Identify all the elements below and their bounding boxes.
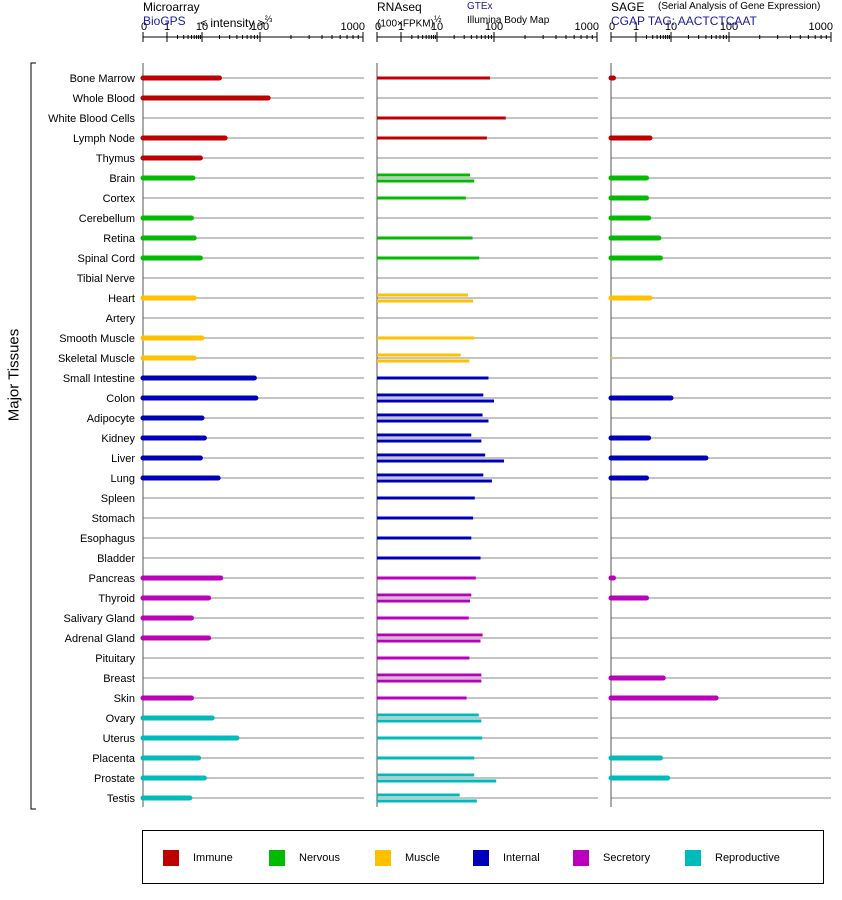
ticks: 0 1 10 100 1000 0 1 10 100 1000 0 1 10 100 1000 [141, 21, 833, 42]
tissue-labels: Bone Marrow Whole Blood White Blood Cells L… [48, 73, 136, 805]
tissue-label: Skeletal Muscle [58, 353, 135, 365]
tissue-label: Small Intestine [63, 373, 135, 385]
tick-label: 1000 [575, 21, 599, 33]
tissue-label: Esophagus [80, 533, 136, 545]
tissue-label: Spinal Cord [78, 253, 135, 265]
tissue-label: Testis [107, 793, 136, 805]
tissue-label: Smooth Muscle [59, 333, 135, 345]
legend-swatch-secretory [573, 850, 589, 866]
tick-label: 10 [431, 21, 443, 33]
tissue-label: Adrenal Gland [65, 633, 135, 645]
tissue-label: Skin [114, 693, 135, 705]
tissue-label: Bone Marrow [70, 73, 135, 85]
microarray-unit-exp: ⅔ [264, 14, 273, 24]
tissue-label: Bladder [97, 553, 135, 565]
tick-label: 1000 [809, 21, 833, 33]
rnaseq-unit: (100×FPKM)½ [377, 14, 441, 29]
microarray-title: Microarray [143, 0, 200, 14]
tissue-label: Cortex [103, 193, 136, 205]
tissue-label: Retina [103, 233, 136, 245]
tissue-label: Uterus [103, 733, 136, 745]
data-bar [611, 356, 613, 360]
tissue-label: Liver [111, 453, 135, 465]
sage-subtitle: (Serial Analysis of Gene Expression) [658, 1, 821, 12]
rnaseq-title: RNAseq [377, 0, 422, 14]
tissue-label: Lung [111, 473, 135, 485]
legend-swatch-nervous [269, 850, 285, 866]
tissue-label: Thyroid [98, 593, 135, 605]
rnaseq-unit-exp: ½ [433, 14, 442, 24]
legend-item-immune: Immune [163, 850, 233, 866]
tick-label: 1 [633, 21, 639, 33]
tissue-label: Tibial Nerve [77, 273, 135, 285]
tissue-label: Pancreas [89, 573, 136, 585]
legend-item-secretory: Secretory [573, 850, 650, 866]
tissue-label: Cerebellum [79, 213, 135, 225]
tick-label: 10 [196, 21, 208, 33]
tissue-label: Brain [109, 173, 135, 185]
legend-swatch-immune [163, 850, 179, 866]
legend: Immune Nervous Muscle Internal Secretory… [142, 830, 824, 884]
tissue-label: Pituitary [95, 653, 135, 665]
tissue-label: White Blood Cells [48, 113, 135, 125]
rnaseq-source-ibm: Illumina Body Map [467, 15, 550, 26]
microarray-unit-text: < intensity > [200, 16, 265, 30]
legend-item-reproductive: Reproductive [685, 850, 780, 866]
gridlines [143, 77, 831, 799]
tissue-label: Prostate [94, 773, 135, 785]
tick-label: 0 [609, 21, 615, 33]
tick-label: 100 [251, 21, 269, 33]
rnaseq-source-gtex: GTEx [467, 1, 493, 12]
legend-item-internal: Internal [473, 850, 540, 866]
microarray-unit: < intensity >⅔ [200, 14, 272, 30]
legend-item-nervous: Nervous [269, 850, 340, 866]
tissue-label: Ovary [106, 713, 136, 725]
tissue-label: Placenta [92, 753, 136, 765]
tick-label: 1 [164, 21, 170, 33]
tissue-label: Heart [108, 293, 135, 305]
legend-swatch-internal [473, 850, 489, 866]
legend-label-internal: Internal [503, 852, 540, 864]
legend-item-muscle: Muscle [375, 850, 440, 866]
tick-label: 10 [665, 21, 677, 33]
tissue-bracket [30, 62, 36, 810]
tick-label: 0 [375, 21, 381, 33]
tick-label: 1 [398, 21, 404, 33]
legend-swatch-reproductive [685, 850, 701, 866]
tissue-label: Lymph Node [73, 133, 135, 145]
tissue-label: Spleen [101, 493, 135, 505]
legend-swatch-muscle [375, 850, 391, 866]
tissue-label: Artery [106, 313, 136, 325]
tissue-label: Adipocyte [87, 413, 135, 425]
tissue-label: Salivary Gland [63, 613, 135, 625]
tissue-label: Stomach [92, 513, 135, 525]
legend-label-nervous: Nervous [299, 852, 340, 864]
tick-label: 0 [141, 21, 147, 33]
rnaseq-unit-text: (100×FPKM) [377, 18, 434, 30]
legend-label-immune: Immune [193, 852, 233, 864]
tissue-label: Whole Blood [73, 93, 135, 105]
bars [140, 75, 719, 803]
tissue-label: Breast [103, 673, 135, 685]
tick-label: 100 [720, 21, 738, 33]
tissue-label: Thymus [96, 153, 136, 165]
tick-label: 100 [485, 21, 503, 33]
sage-title: SAGE [611, 0, 645, 14]
legend-label-muscle: Muscle [405, 852, 440, 864]
tick-label: 1000 [341, 21, 365, 33]
axes [30, 36, 831, 810]
tissue-label: Kidney [101, 433, 135, 445]
legend-label-reproductive: Reproductive [715, 852, 780, 864]
sage-source: CGAP TAG: AACTCTCAAT [611, 14, 757, 28]
legend-label-secretory: Secretory [603, 852, 651, 864]
y-axis-label: Major Tissues [5, 328, 23, 422]
microarray-source: BioGPS [143, 14, 186, 28]
tissue-label: Colon [106, 393, 135, 405]
